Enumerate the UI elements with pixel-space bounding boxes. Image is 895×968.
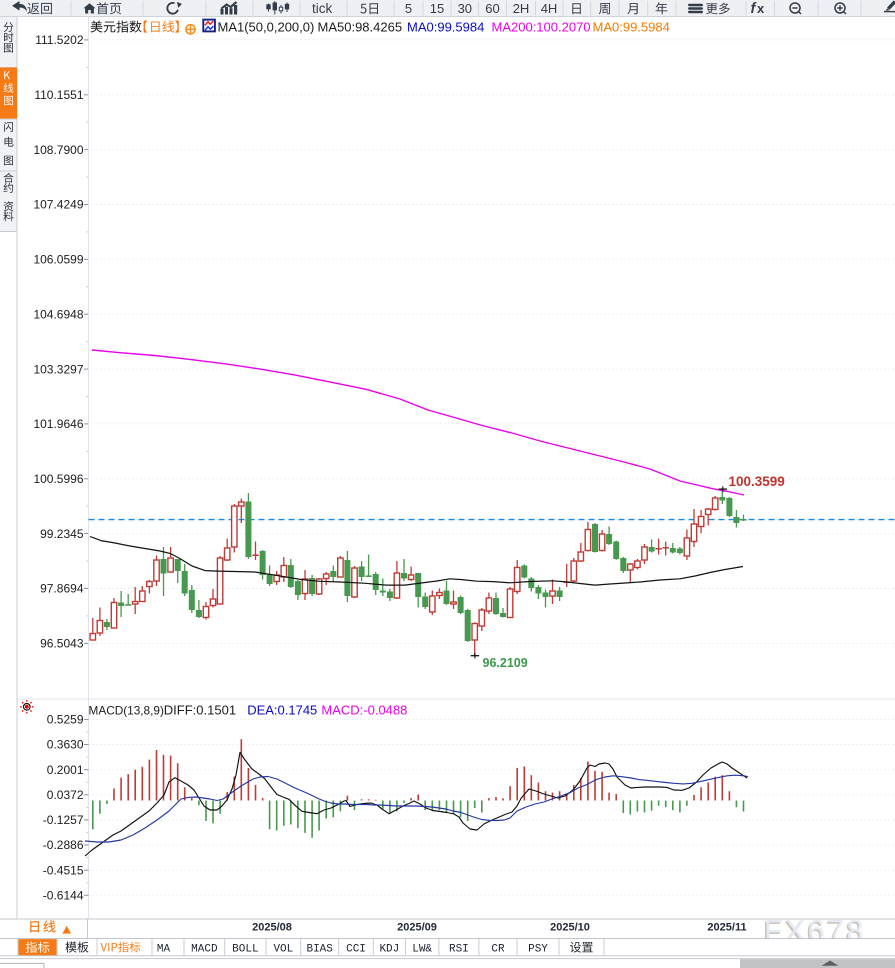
svg-text:MA0:99.5984: MA0:99.5984: [593, 20, 670, 35]
svg-text:107.4249: 107.4249: [33, 198, 83, 212]
svg-text:104.6948: 104.6948: [33, 307, 83, 321]
svg-text:0.3630: 0.3630: [47, 738, 84, 752]
svg-text:RSI: RSI: [449, 944, 469, 956]
svg-text:CCI: CCI: [346, 944, 366, 956]
svg-text:0.0372: 0.0372: [47, 788, 84, 802]
svg-text:BIAS: BIAS: [306, 944, 333, 956]
svg-text:97.8694: 97.8694: [40, 582, 84, 596]
svg-text:MA0:99.5984: MA0:99.5984: [407, 20, 484, 35]
svg-text:2H: 2H: [513, 1, 530, 16]
svg-text:2025/11: 2025/11: [707, 922, 746, 934]
svg-text:2025/08: 2025/08: [252, 922, 292, 934]
svg-text:4H: 4H: [541, 1, 558, 16]
svg-text:60: 60: [485, 1, 499, 16]
svg-text:LW&: LW&: [412, 944, 432, 956]
svg-text:100.5996: 100.5996: [33, 472, 83, 486]
svg-text:MA200:100.2070: MA200:100.2070: [492, 20, 591, 35]
svg-text:100.3599: 100.3599: [729, 474, 785, 489]
svg-text:5: 5: [405, 1, 412, 16]
svg-text:-0.2886: -0.2886: [43, 838, 84, 852]
svg-text:-0.6144: -0.6144: [43, 889, 84, 903]
svg-text:DIFF:0.1501: DIFF:0.1501: [164, 703, 236, 718]
svg-text:DEA:0.1745: DEA:0.1745: [247, 703, 317, 718]
svg-text:BOLL: BOLL: [232, 944, 258, 956]
svg-text:MACD(13,8,9): MACD(13,8,9): [89, 704, 164, 718]
svg-text:f: f: [751, 1, 758, 17]
svg-text:KDJ: KDJ: [379, 944, 399, 956]
svg-text:MA50:98.4265: MA50:98.4265: [318, 20, 403, 35]
svg-text:96.2109: 96.2109: [483, 656, 528, 670]
svg-text:96.5043: 96.5043: [40, 637, 84, 651]
svg-text:2025/09: 2025/09: [397, 922, 437, 934]
svg-text:111.5202: 111.5202: [35, 33, 84, 47]
svg-text:106.0599: 106.0599: [33, 253, 83, 267]
svg-text:15: 15: [430, 1, 444, 16]
svg-text:2025/10: 2025/10: [550, 922, 590, 934]
svg-text:PSY: PSY: [528, 944, 548, 956]
svg-text:CR: CR: [491, 944, 505, 956]
svg-text:101.9646: 101.9646: [33, 417, 83, 431]
svg-text:-0.4515: -0.4515: [43, 863, 84, 877]
svg-text:108.7900: 108.7900: [33, 143, 83, 157]
svg-text:MA1(50,0,200,0): MA1(50,0,200,0): [218, 20, 315, 35]
svg-text:110.1551: 110.1551: [34, 88, 83, 102]
svg-text:103.3297: 103.3297: [33, 362, 83, 376]
svg-text:0.2001: 0.2001: [47, 763, 84, 777]
svg-text:tick: tick: [312, 1, 333, 16]
svg-text:0.5259: 0.5259: [47, 713, 84, 727]
svg-text:x: x: [757, 1, 765, 16]
svg-text:30: 30: [458, 1, 472, 16]
svg-text:-0.1257: -0.1257: [43, 813, 84, 827]
svg-text:MA: MA: [157, 944, 171, 956]
svg-text:99.2345: 99.2345: [40, 527, 84, 541]
svg-text:MACD: MACD: [191, 944, 218, 956]
svg-text:MACD:-0.0488: MACD:-0.0488: [321, 703, 407, 718]
svg-text:VOL: VOL: [273, 944, 293, 956]
